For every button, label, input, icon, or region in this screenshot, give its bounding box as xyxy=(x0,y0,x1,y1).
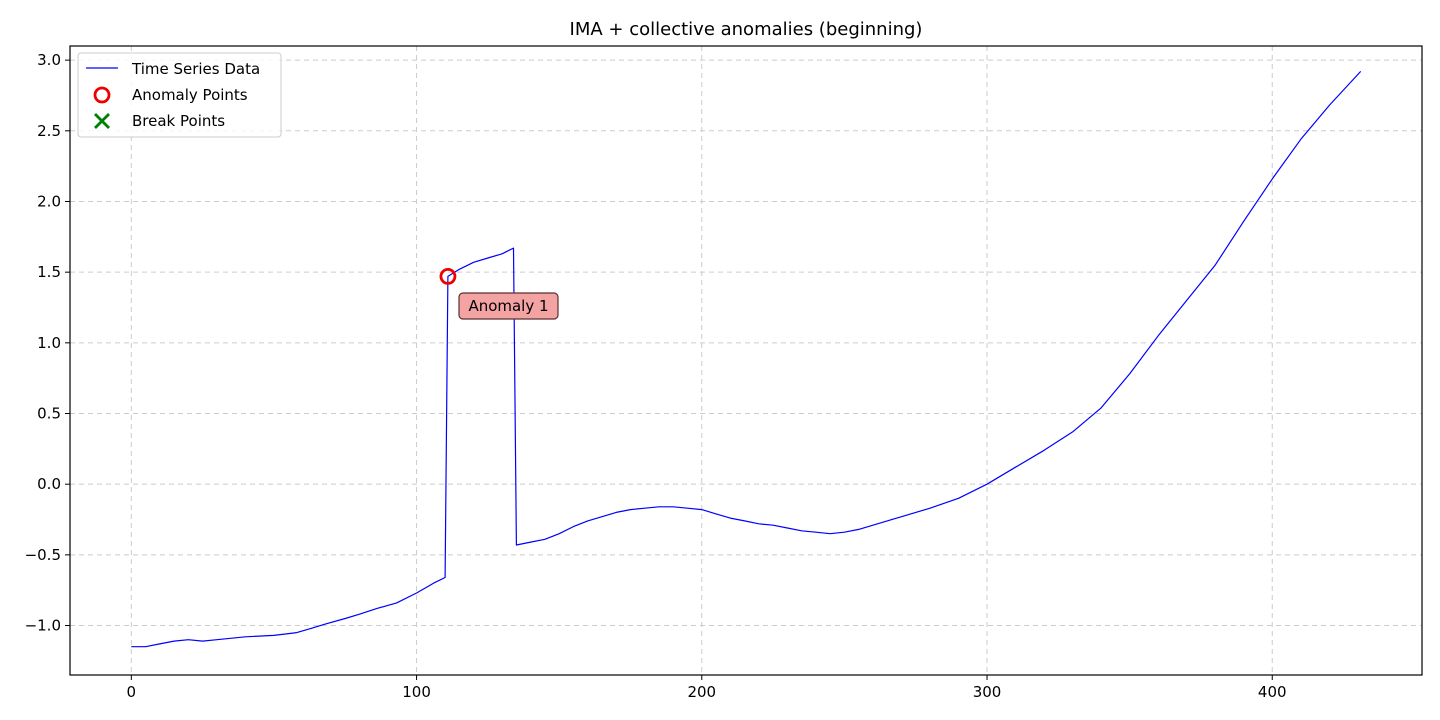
y-tick-label: 0.5 xyxy=(37,405,61,423)
x-tick-label: 100 xyxy=(402,683,431,701)
y-tick-label: 2.0 xyxy=(37,192,61,210)
legend-frame xyxy=(77,52,282,138)
series-line xyxy=(131,70,1362,648)
x-tick-label: 300 xyxy=(973,683,1002,701)
grid xyxy=(70,46,1422,675)
axes-frame xyxy=(69,45,1423,676)
y-axis: −1.0 −0.5 0.0 0.5 1.0 1.5 2.0 2.5 3.0 xyxy=(25,51,70,635)
y-tick-label: 2.5 xyxy=(37,122,61,140)
legend: Time Series Data Anomaly Points Break Po… xyxy=(77,52,282,138)
legend-label-break: Break Points xyxy=(132,112,225,130)
annotation-box xyxy=(458,292,559,320)
x-tick-label: 200 xyxy=(687,683,716,701)
y-tick-label: −1.0 xyxy=(25,617,61,635)
plot-area xyxy=(131,70,1362,648)
y-tick-label: 1.5 xyxy=(37,263,61,281)
y-tick-label: 1.0 xyxy=(37,334,61,352)
x-tick-label: 0 xyxy=(127,683,137,701)
y-tick-label: 3.0 xyxy=(37,51,61,69)
anomaly-point xyxy=(439,267,457,285)
annotation: Anomaly 1 xyxy=(458,292,559,320)
y-tick-label: 0.0 xyxy=(37,475,61,493)
legend-label-anomaly: Anomaly Points xyxy=(132,86,248,104)
legend-label-series: Time Series Data xyxy=(131,60,260,78)
annotation-label: Anomaly 1 xyxy=(468,297,548,315)
legend-anomaly-marker xyxy=(93,86,111,104)
chart-title: IMA + collective anomalies (beginning) xyxy=(570,19,923,40)
y-tick-label: −0.5 xyxy=(25,546,61,564)
legend-break-marker xyxy=(94,113,110,129)
x-tick-label: 400 xyxy=(1258,683,1287,701)
x-axis: 0 100 200 300 400 xyxy=(127,675,1287,701)
